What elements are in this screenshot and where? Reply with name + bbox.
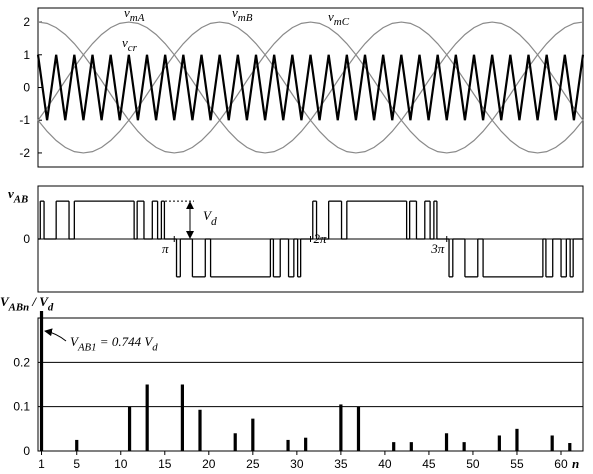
bar <box>127 406 132 451</box>
subscript: mA <box>130 12 145 24</box>
label-part: v <box>8 186 14 201</box>
y-tick-label: 2 <box>23 15 30 29</box>
series-line <box>37 21 584 154</box>
bar <box>251 418 255 451</box>
bar <box>286 439 290 451</box>
bar <box>304 437 308 451</box>
bar <box>409 442 413 451</box>
x-tick-label: 50 <box>466 457 480 471</box>
y-tick-label: 1 <box>23 48 30 62</box>
y-tick-label: 0 <box>23 81 30 95</box>
label-part: v <box>232 5 238 20</box>
y-tick-label: 0 <box>23 232 30 246</box>
x-tick-label: 5 <box>73 457 80 471</box>
bar <box>356 406 361 451</box>
label-part: v <box>124 5 130 20</box>
subscript: AB <box>13 194 28 206</box>
y-axis-label: VABn / Vd <box>0 294 54 314</box>
y-tick-label: 0.1 <box>13 400 30 414</box>
x-tick-label: 2π <box>314 231 328 246</box>
x-tick-label: 55 <box>510 457 524 471</box>
subscript: d <box>152 342 158 354</box>
annotation: Vd <box>203 208 217 228</box>
x-tick-label: 3π <box>430 241 445 256</box>
x-tick-label: 45 <box>422 457 436 471</box>
bar <box>75 439 79 451</box>
panel-frame <box>37 7 584 168</box>
subscript: ABn <box>8 302 29 314</box>
y-tick-label: -2 <box>19 146 30 160</box>
bar <box>339 404 343 451</box>
bar <box>39 311 44 451</box>
subscript: d <box>211 216 217 228</box>
bar <box>462 442 466 451</box>
series-label: vmB <box>232 5 253 24</box>
bar <box>568 443 572 451</box>
bar <box>145 384 149 451</box>
bar <box>550 435 554 451</box>
x-tick-label: 60 <box>554 457 568 471</box>
subscript: cr <box>128 42 138 54</box>
bar <box>233 433 237 451</box>
label-part: v <box>122 35 128 50</box>
series-line <box>37 21 584 154</box>
x-tick-label: 25 <box>246 457 260 471</box>
x-tick-label: 40 <box>378 457 392 471</box>
x-tick-label: 20 <box>202 457 216 471</box>
label-part: v <box>328 9 334 24</box>
bars <box>39 311 572 451</box>
subscript: AB1 <box>77 342 97 354</box>
label-part: V <box>70 334 80 349</box>
y-tick-label: -1 <box>19 113 30 127</box>
x-tick-label: 10 <box>114 457 128 471</box>
subscript: mC <box>334 16 350 28</box>
annotation-arrow <box>44 328 67 342</box>
series-label: vcr <box>122 35 138 54</box>
bar <box>497 435 501 451</box>
bar <box>198 409 202 451</box>
x-tick-label: 15 <box>158 457 172 471</box>
subscript: mB <box>238 12 253 24</box>
series-label: vmA <box>124 5 145 24</box>
series-line <box>36 54 585 121</box>
label-part: V <box>144 334 154 349</box>
x-tick-label: π <box>162 241 169 256</box>
y-tick-label: 0 <box>23 444 30 458</box>
x-tick-label: 1 <box>38 457 45 471</box>
series-line <box>37 21 584 154</box>
axis-label: vAB <box>8 186 28 206</box>
label-part: V <box>203 208 213 223</box>
label-part: V <box>0 294 10 309</box>
x-tick-label: 30 <box>290 457 304 471</box>
series-label: vmC <box>328 9 350 28</box>
bar <box>392 442 396 451</box>
label-part: = 0.744 <box>97 334 145 349</box>
y-tick-label: 0.2 <box>13 355 30 369</box>
label-part: / V <box>29 294 49 309</box>
x-axis-label: n <box>572 456 579 471</box>
bar <box>180 384 184 451</box>
x-tick-label: 35 <box>334 457 348 471</box>
subscript: d <box>48 302 54 314</box>
bar <box>444 433 449 451</box>
bar <box>515 428 519 451</box>
annotation: VAB1 = 0.744 Vd <box>70 334 158 354</box>
